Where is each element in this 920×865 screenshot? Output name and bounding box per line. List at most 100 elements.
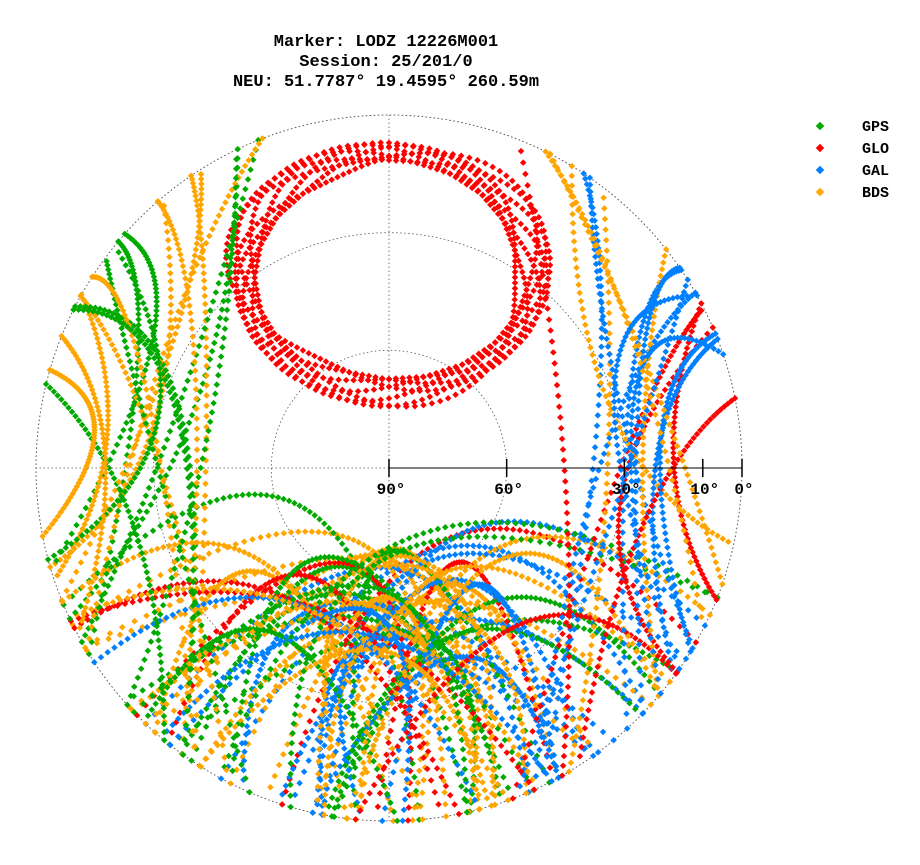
GAL-obs-point bbox=[294, 758, 301, 765]
BDS-obs-point bbox=[287, 676, 294, 683]
BDS-obs-point bbox=[168, 309, 175, 316]
GLO-obs-point bbox=[445, 395, 452, 402]
GPS-obs-point bbox=[420, 530, 427, 537]
GPS-obs-point bbox=[435, 526, 442, 533]
chart-title: Marker: LODZ 12226M001 Session: 25/201/0… bbox=[233, 33, 539, 92]
BDS-obs-point bbox=[667, 679, 674, 686]
GAL-obs-point bbox=[213, 598, 220, 605]
GLO-obs-point bbox=[451, 801, 458, 808]
GPS-obs-point bbox=[460, 746, 467, 753]
BDS-obs-point bbox=[130, 554, 137, 561]
GAL-obs-point bbox=[286, 669, 293, 676]
GPS-obs-point bbox=[326, 525, 333, 532]
BDS-obs-point bbox=[571, 646, 578, 653]
GPS-obs-point bbox=[399, 538, 406, 545]
GLO-obs-point bbox=[239, 269, 246, 276]
BDS-obs-point bbox=[330, 720, 337, 727]
BDS-obs-point bbox=[612, 675, 619, 682]
GPS-obs-point bbox=[442, 536, 449, 543]
BDS-obs-point bbox=[265, 563, 272, 570]
GAL-obs-point bbox=[606, 643, 613, 650]
GAL-obs-point bbox=[499, 716, 506, 723]
BDS-obs-point bbox=[487, 694, 494, 701]
BDS-obs-point bbox=[117, 632, 124, 639]
BDS-obs-point bbox=[684, 593, 691, 600]
BDS-obs-point bbox=[495, 566, 502, 573]
GAL-obs-point bbox=[611, 651, 618, 658]
BDS-obs-point bbox=[363, 676, 370, 683]
GPS-obs-point bbox=[421, 540, 428, 547]
GLO-obs-point bbox=[247, 245, 254, 252]
BDS-obs-point bbox=[604, 668, 611, 675]
GAL-obs-point bbox=[661, 586, 668, 593]
GPS-obs-point bbox=[142, 532, 149, 539]
GLO-obs-point bbox=[249, 305, 256, 312]
GLO-obs-point bbox=[419, 605, 426, 612]
GLO-obs-point bbox=[497, 177, 504, 184]
GAL-obs-point bbox=[470, 550, 477, 557]
GLO-obs-point bbox=[204, 578, 211, 585]
GPS-obs-point bbox=[296, 684, 303, 691]
BDS-obs-point bbox=[73, 588, 80, 595]
BDS-obs-point bbox=[126, 588, 133, 595]
GLO-obs-point bbox=[447, 170, 454, 177]
GLO-obs-point bbox=[302, 729, 309, 736]
GLO-obs-point bbox=[243, 250, 250, 257]
GLO-obs-point bbox=[137, 597, 144, 604]
GPS-obs-point bbox=[510, 704, 517, 711]
GLO-obs-point bbox=[394, 393, 401, 400]
GLO-obs-point bbox=[378, 676, 385, 683]
GPS-obs-point bbox=[252, 491, 259, 498]
GLO-obs-point bbox=[435, 801, 442, 808]
GAL-obs-point bbox=[537, 649, 544, 656]
GAL-obs-point bbox=[237, 662, 244, 669]
GLO-obs-point bbox=[352, 816, 359, 823]
GLO-obs-point bbox=[240, 581, 247, 588]
GLO-obs-point bbox=[512, 344, 519, 351]
GLO-obs-point bbox=[527, 231, 534, 238]
GLO-obs-point bbox=[530, 288, 537, 295]
GAL-obs-point bbox=[546, 747, 553, 754]
BDS-obs-point bbox=[370, 742, 377, 749]
GLO-obs-point bbox=[547, 765, 554, 772]
GLO-obs-point bbox=[523, 528, 530, 535]
GLO-obs-point bbox=[249, 219, 256, 226]
GLO-obs-point bbox=[294, 344, 301, 351]
GLO-obs-point bbox=[169, 729, 176, 736]
GPS-obs-point bbox=[232, 696, 239, 703]
GAL-obs-point bbox=[569, 728, 576, 735]
GLO-obs-point bbox=[293, 184, 300, 191]
GLO-obs-point bbox=[615, 571, 622, 578]
GLO-obs-point bbox=[392, 706, 399, 713]
GAL-obs-point bbox=[242, 659, 249, 666]
BDS-obs-point bbox=[143, 612, 150, 619]
BDS-obs-point bbox=[379, 721, 386, 728]
GLO-obs-point bbox=[245, 306, 252, 313]
GPS-obs-point bbox=[457, 521, 464, 528]
GLO-obs-point bbox=[335, 376, 342, 383]
GPS-obs-point bbox=[258, 491, 265, 498]
GAL-obs-point bbox=[259, 661, 266, 668]
GAL-obs-point bbox=[545, 574, 552, 581]
GAL-obs-point bbox=[558, 688, 565, 695]
GLO-obs-point bbox=[517, 263, 524, 270]
GLO-obs-point bbox=[319, 174, 326, 181]
GAL-obs-point bbox=[620, 601, 627, 608]
GAL-obs-point bbox=[600, 729, 607, 736]
GLO-obs-point bbox=[429, 400, 436, 407]
GLO-obs-point bbox=[387, 728, 394, 735]
GPS-obs-point bbox=[537, 596, 544, 603]
BDS-obs-point bbox=[280, 751, 287, 758]
GPS-obs-point bbox=[207, 499, 214, 506]
GPS-obs-point bbox=[321, 520, 328, 527]
GLO-obs-point bbox=[315, 697, 322, 704]
GLO-obs-point bbox=[545, 276, 552, 283]
GAL-obs-point bbox=[124, 636, 131, 643]
GAL-obs-point bbox=[464, 550, 471, 557]
GLO-obs-point bbox=[532, 315, 539, 322]
BDS-obs-point bbox=[357, 705, 364, 712]
GPS-obs-point bbox=[556, 620, 563, 627]
GAL-obs-point bbox=[301, 768, 308, 775]
GAL-obs-point bbox=[309, 728, 316, 735]
